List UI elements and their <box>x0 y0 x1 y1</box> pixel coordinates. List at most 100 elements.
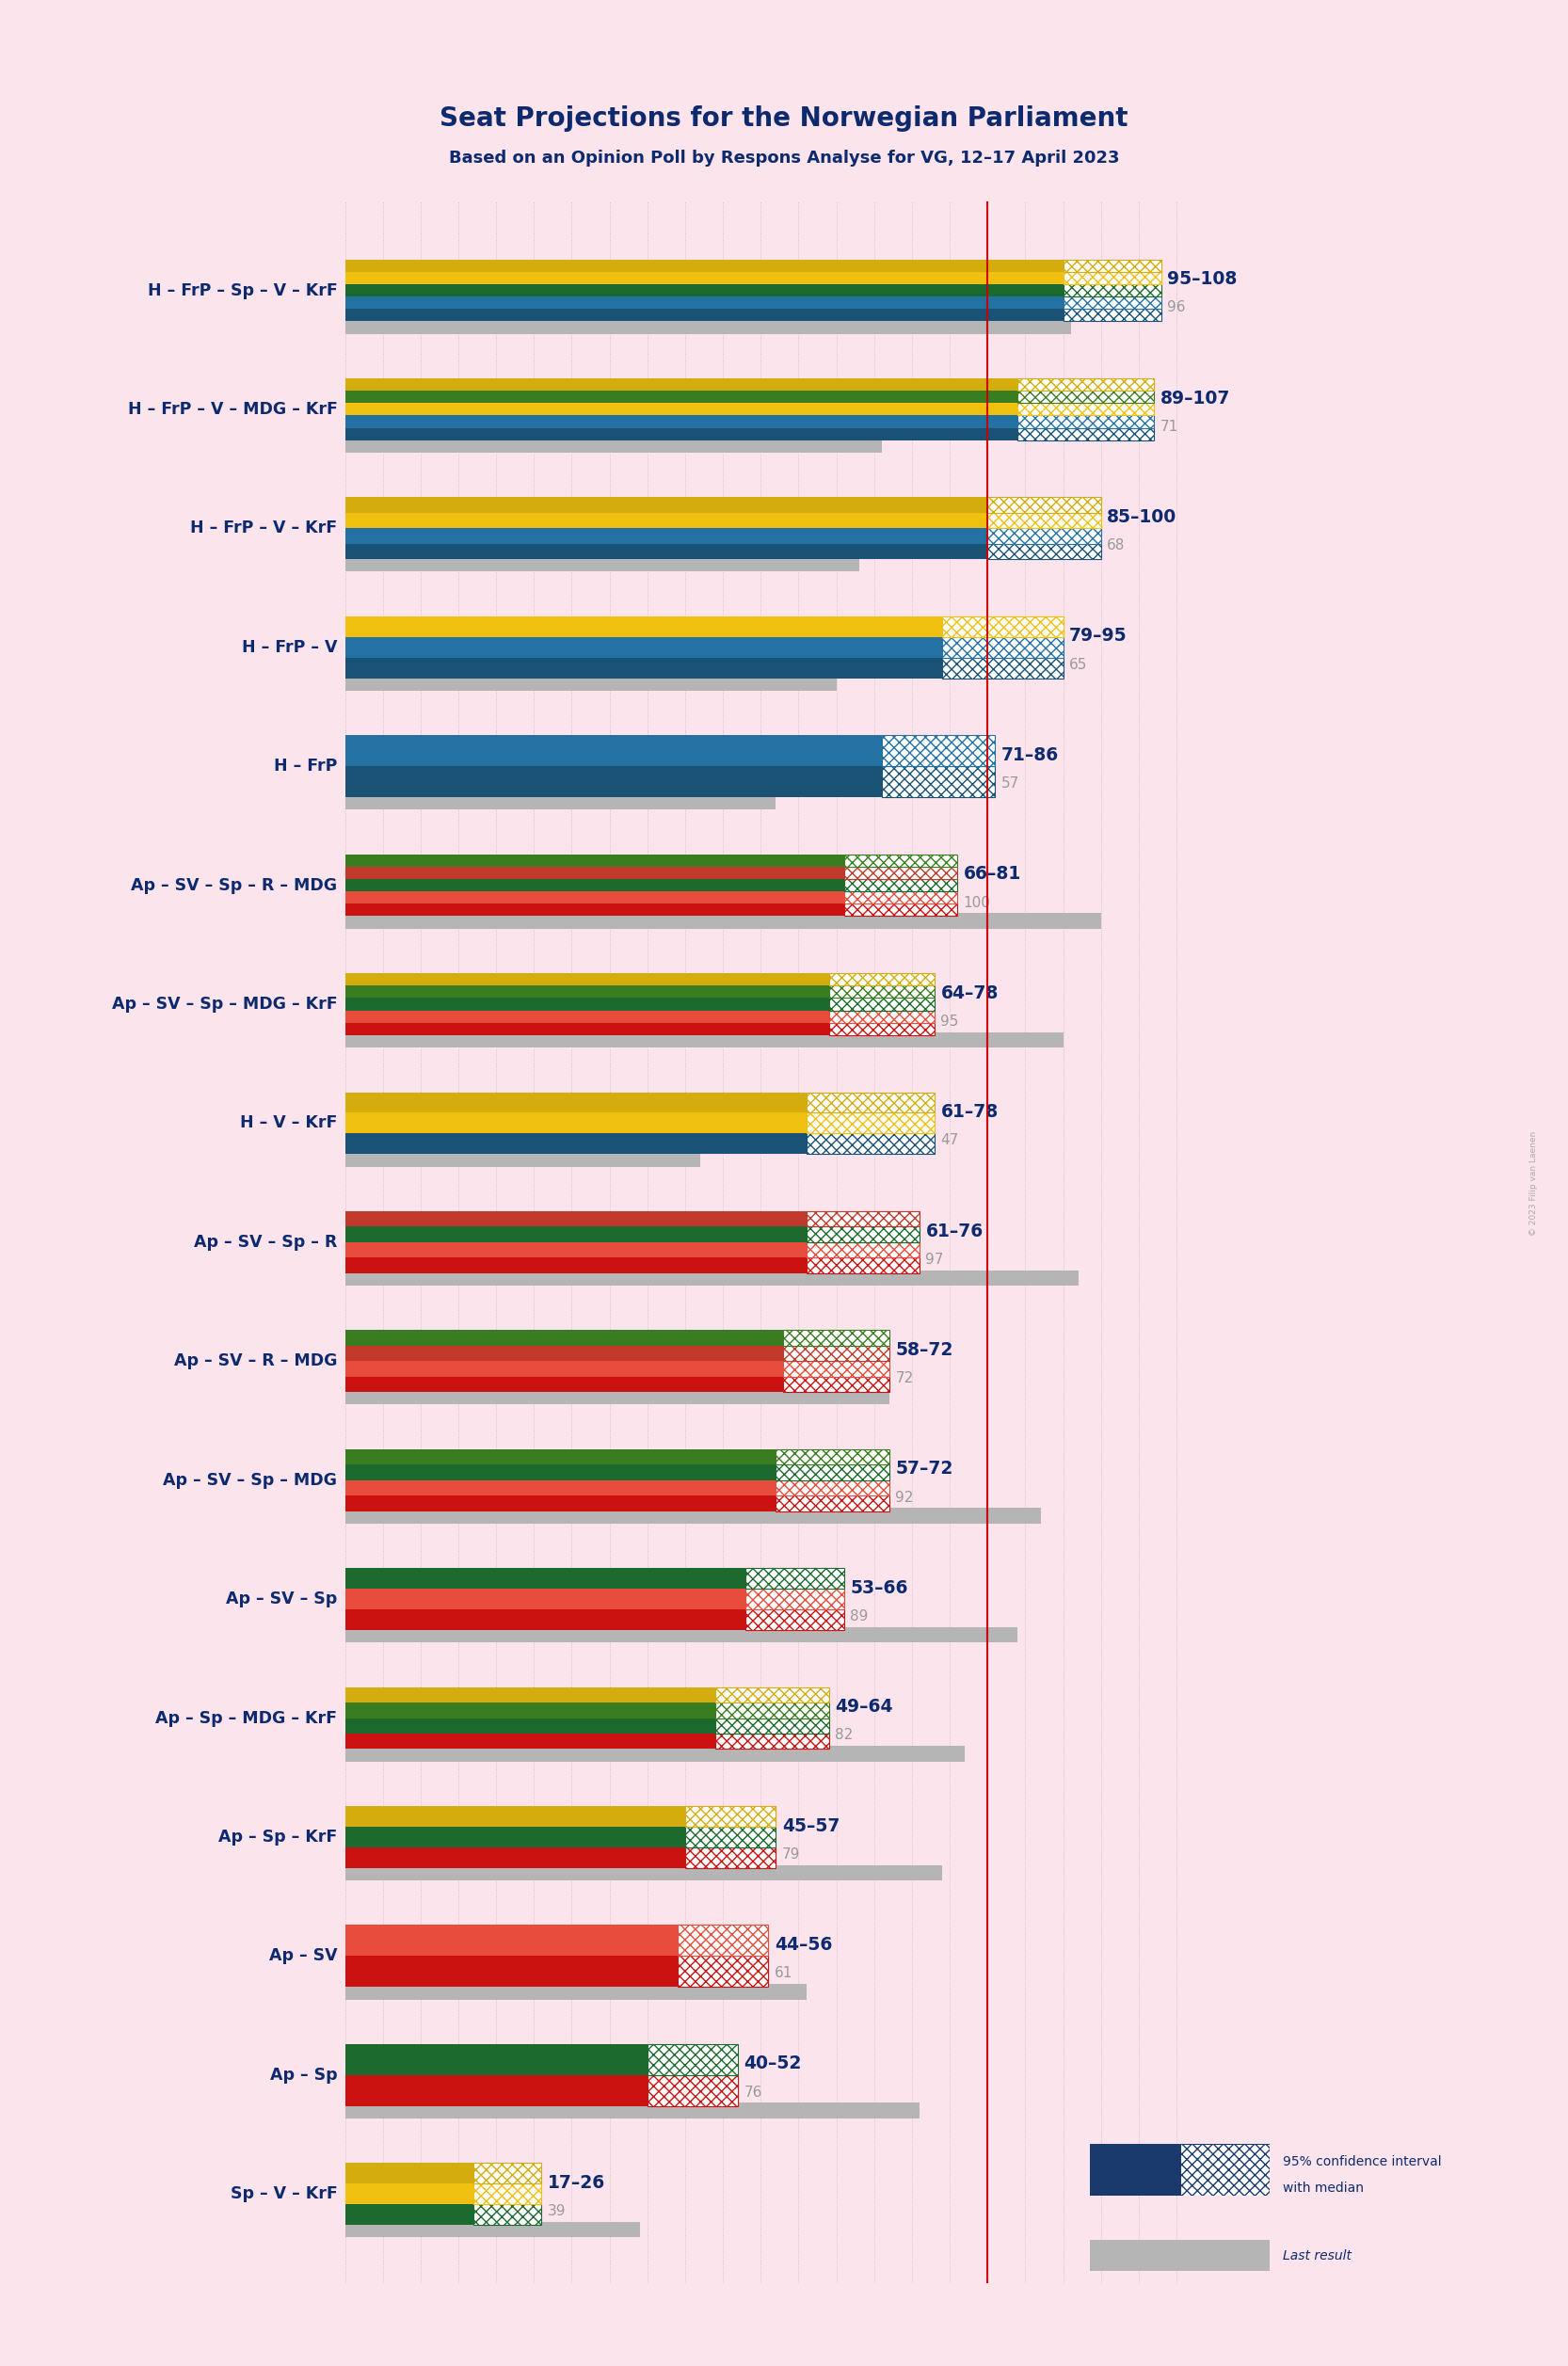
Bar <box>1018 390 1154 402</box>
Text: 65: 65 <box>1069 658 1088 672</box>
Bar <box>345 513 988 528</box>
Bar <box>776 1495 889 1512</box>
Bar <box>806 1226 919 1242</box>
Text: 95–108: 95–108 <box>1168 270 1237 289</box>
Bar <box>345 1133 806 1155</box>
Bar <box>345 1112 806 1133</box>
Bar <box>988 513 1101 528</box>
Bar <box>345 379 1018 390</box>
Bar <box>345 972 829 987</box>
Text: Ap – SV: Ap – SV <box>270 1947 337 1964</box>
Bar <box>345 1010 829 1022</box>
Bar <box>345 1848 685 1869</box>
Text: 85–100: 85–100 <box>1107 509 1178 525</box>
Bar <box>345 1926 677 1957</box>
Text: H – V – KrF: H – V – KrF <box>240 1114 337 1131</box>
Bar <box>988 497 1101 513</box>
Bar <box>345 260 1063 272</box>
Bar <box>345 880 844 892</box>
Bar <box>474 2205 541 2224</box>
Bar <box>345 1481 776 1495</box>
Bar <box>345 497 988 513</box>
Bar <box>829 972 935 987</box>
Text: H – FrP: H – FrP <box>274 757 337 774</box>
Bar <box>1018 402 1154 416</box>
Bar <box>345 2075 648 2106</box>
Bar <box>474 2163 541 2184</box>
Bar <box>881 767 996 797</box>
Text: Ap – SV – Sp – R – MDG: Ap – SV – Sp – R – MDG <box>132 878 337 894</box>
Bar <box>784 1330 889 1346</box>
Bar <box>829 1010 935 1022</box>
Bar <box>345 1093 806 1112</box>
Text: 44–56: 44–56 <box>775 1935 833 1954</box>
Bar <box>345 998 829 1010</box>
Text: 72: 72 <box>895 1372 914 1386</box>
Bar <box>345 1360 784 1377</box>
Text: Ap – SV – Sp – MDG: Ap – SV – Sp – MDG <box>163 1472 337 1488</box>
Bar <box>829 998 935 1010</box>
Bar <box>345 904 844 916</box>
Bar <box>345 1495 776 1512</box>
Text: 39: 39 <box>547 2205 566 2219</box>
Text: Seat Projections for the Norwegian Parliament: Seat Projections for the Norwegian Parli… <box>439 104 1129 132</box>
Bar <box>345 310 1063 322</box>
Text: 57: 57 <box>1000 776 1019 790</box>
Bar <box>942 615 1063 636</box>
Bar <box>942 636 1063 658</box>
Text: Based on an Opinion Poll by Respons Analyse for VG, 12–17 April 2023: Based on an Opinion Poll by Respons Anal… <box>448 149 1120 168</box>
Bar <box>345 2044 648 2075</box>
Bar <box>806 1112 935 1133</box>
Bar <box>844 892 958 904</box>
Bar <box>776 1465 889 1481</box>
Text: 53–66: 53–66 <box>850 1578 908 1597</box>
Bar <box>988 528 1101 544</box>
Text: © 2023 Filip van Laenen: © 2023 Filip van Laenen <box>1529 1131 1538 1235</box>
Text: 97: 97 <box>925 1252 944 1266</box>
Bar <box>345 987 829 998</box>
Bar <box>345 1507 1041 1524</box>
Bar <box>715 1718 829 1734</box>
Bar <box>776 1481 889 1495</box>
Bar <box>345 319 1071 334</box>
Text: 61–78: 61–78 <box>941 1103 999 1121</box>
Bar <box>345 2205 474 2224</box>
Bar <box>345 1864 942 1881</box>
Text: 89: 89 <box>850 1609 869 1623</box>
Text: with median: with median <box>1283 2181 1364 2193</box>
Text: Sp – V – KrF: Sp – V – KrF <box>230 2186 337 2203</box>
Bar <box>345 674 836 691</box>
Bar <box>345 2163 474 2184</box>
Bar <box>844 866 958 880</box>
Bar <box>844 854 958 866</box>
Bar <box>746 1609 844 1630</box>
Text: Ap – Sp – KrF: Ap – Sp – KrF <box>218 1829 337 1845</box>
Text: 100: 100 <box>963 894 991 909</box>
Text: 64–78: 64–78 <box>941 984 999 1003</box>
Bar <box>1063 284 1162 296</box>
Text: 89–107: 89–107 <box>1160 390 1229 407</box>
Bar <box>806 1211 919 1226</box>
Bar <box>345 1805 685 1827</box>
Bar <box>345 1389 889 1405</box>
Bar <box>685 1848 776 1869</box>
Bar <box>677 1957 768 1987</box>
Bar <box>715 1687 829 1704</box>
Bar <box>345 1022 829 1036</box>
Text: Last result: Last result <box>1283 2250 1352 2262</box>
Text: 17–26: 17–26 <box>547 2174 605 2191</box>
Bar <box>345 1226 806 1242</box>
Bar <box>345 1032 1063 1048</box>
Text: 95: 95 <box>941 1015 960 1029</box>
Bar <box>648 2044 739 2075</box>
Bar <box>474 2184 541 2205</box>
Bar <box>345 1609 746 1630</box>
Bar <box>345 1271 1079 1285</box>
Text: 71–86: 71–86 <box>1000 745 1058 764</box>
Text: 96: 96 <box>1168 300 1185 315</box>
Bar <box>345 1465 776 1481</box>
Bar <box>988 544 1101 558</box>
Bar <box>345 795 776 809</box>
Bar <box>345 1259 806 1273</box>
Text: 57–72: 57–72 <box>895 1460 953 1479</box>
